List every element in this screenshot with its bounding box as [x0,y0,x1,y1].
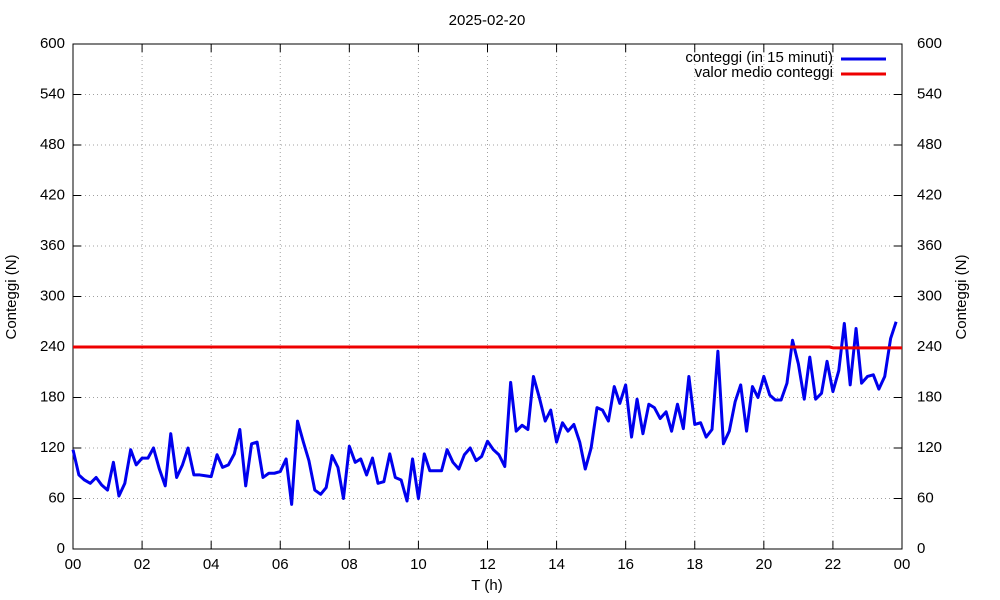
y2-tick-label: 540 [917,85,942,102]
y-tick-label: 540 [40,85,65,102]
x-tick-label: 10 [410,556,427,573]
y2-tick-label: 0 [917,540,925,557]
x-tick-label: 16 [617,556,634,573]
chart-title: 2025-02-20 [449,12,526,29]
legend-label: valor medio conteggi [695,64,833,81]
y2-tick-label: 60 [917,489,934,506]
y2-tick-label: 420 [917,186,942,203]
y-tick-label: 180 [40,388,65,405]
series-line [71,321,898,506]
x-tick-label: 06 [272,556,289,573]
y-tick-label: 420 [40,186,65,203]
x-tick-label: 02 [134,556,151,573]
x-tick-label: 08 [341,556,358,573]
x-tick-label: 20 [755,556,772,573]
y-tick-label: 240 [40,338,65,355]
y2-tick-label: 360 [917,237,942,254]
x-tick-label: 14 [548,556,565,573]
y2-tick-label: 180 [917,388,942,405]
y-tick-label: 480 [40,136,65,153]
x-tick-label: 00 [894,556,911,573]
x-axis-label: T (h) [471,577,502,594]
y-tick-label: 0 [57,540,65,557]
legend-label: conteggi (in 15 minuti) [685,49,833,66]
y2-tick-label: 120 [917,439,942,456]
y2-axis-label: Conteggi (N) [953,254,970,339]
x-tick-label: 22 [825,556,842,573]
x-tick-label: 18 [686,556,703,573]
y-tick-label: 600 [40,35,65,52]
y-tick-label: 60 [48,489,65,506]
series-line [73,345,902,350]
x-tick-label: 04 [203,556,220,573]
x-tick-label: 00 [65,556,82,573]
x-tick-label: 12 [479,556,496,573]
y-axis-label: Conteggi (N) [3,254,20,339]
y2-tick-label: 300 [917,287,942,304]
y-tick-label: 120 [40,439,65,456]
y2-tick-label: 600 [917,35,942,52]
plot-frame [72,43,903,550]
y2-tick-label: 480 [917,136,942,153]
y2-tick-label: 240 [917,338,942,355]
y-tick-label: 300 [40,287,65,304]
y-tick-label: 360 [40,237,65,254]
